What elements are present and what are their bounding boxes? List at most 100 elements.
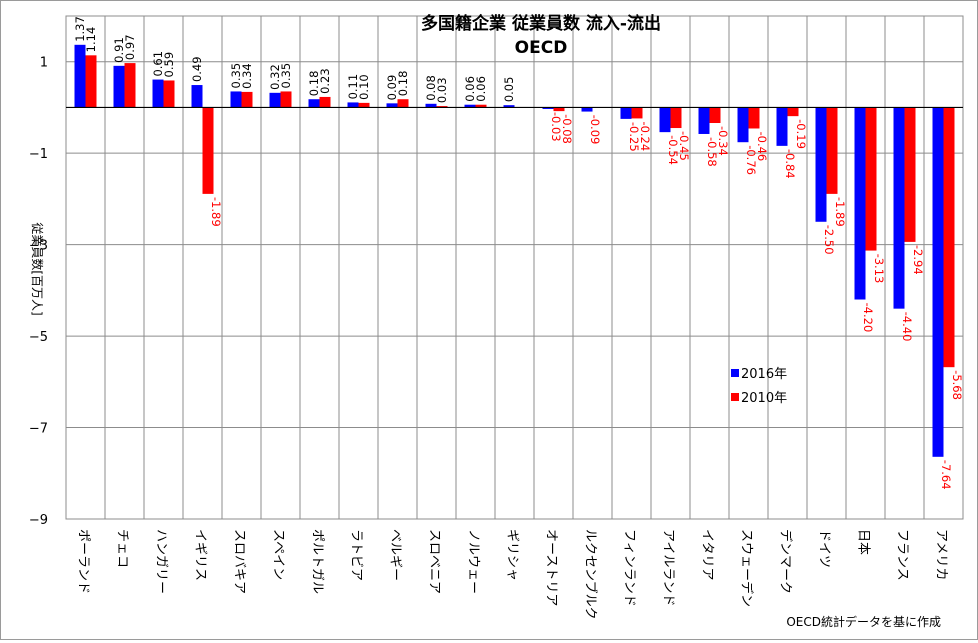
bar-series1 xyxy=(659,107,671,133)
data-label: -0.08 xyxy=(560,114,574,144)
data-label: -0.54 xyxy=(666,135,680,165)
data-label: -0.19 xyxy=(794,119,808,149)
data-label: -0.58 xyxy=(705,137,719,167)
data-label: 0.61 xyxy=(151,51,165,77)
data-label: -1.89 xyxy=(209,197,223,227)
bar-series2 xyxy=(709,107,721,124)
data-label: -0.24 xyxy=(638,121,652,151)
bar-series2 xyxy=(358,102,370,108)
bars xyxy=(74,44,955,457)
data-label: 0.34 xyxy=(240,63,254,89)
data-label: -4.20 xyxy=(861,303,875,333)
bar-series1 xyxy=(854,107,866,300)
y-axis-ticks: 1 −1 −3 −5 −7 −9 xyxy=(29,56,48,528)
data-label: 1.14 xyxy=(84,27,98,53)
bar-series1 xyxy=(152,79,164,108)
x-tick-label: ハンガリー xyxy=(154,529,169,594)
bar-series2 xyxy=(85,55,97,108)
bar-series1 xyxy=(230,91,242,108)
data-label: -0.09 xyxy=(588,115,602,145)
x-tick-label: イタリア xyxy=(700,529,715,580)
bar-series2 xyxy=(202,107,214,194)
data-label: 0.09 xyxy=(385,75,399,101)
data-label: 0.18 xyxy=(307,71,321,97)
data-label: -1.89 xyxy=(833,197,847,227)
x-tick-label: スウェーデン xyxy=(739,529,755,607)
bar-series2 xyxy=(826,107,838,194)
value-labels: 1.371.14 0.910.970.610.59 0.49-1.890.350.3… xyxy=(73,16,964,489)
y-tick-label: −9 xyxy=(29,513,48,528)
bar-series1 xyxy=(269,92,281,108)
x-tick-label: フィンランド xyxy=(622,529,637,607)
x-tick-label: スペイン xyxy=(271,529,286,580)
bar-series1 xyxy=(308,99,320,108)
x-tick-label: ドイツ xyxy=(817,529,832,568)
bar-series2 xyxy=(787,107,799,117)
data-label: -0.25 xyxy=(627,122,641,152)
legend: 2016年 2010年 xyxy=(731,367,787,406)
y-tick-label: −5 xyxy=(29,330,48,345)
y-tick-label: −7 xyxy=(29,422,48,437)
x-tick-label: スロバキア xyxy=(232,529,247,594)
y-axis-label: 従業員数[百万人] xyxy=(30,222,45,315)
bar-series1 xyxy=(542,107,554,109)
bar-series1 xyxy=(776,107,788,146)
bar-series2 xyxy=(319,96,331,108)
data-label: 0.06 xyxy=(474,76,488,102)
bar-series1 xyxy=(815,107,827,222)
legend-label: 2010年 xyxy=(741,391,787,406)
legend-swatch xyxy=(731,369,739,377)
data-label: -7.64 xyxy=(939,460,953,490)
data-label: 1.37 xyxy=(73,16,87,42)
x-tick-label: ラトビア xyxy=(349,529,364,581)
chart-subtitle: OECD xyxy=(515,38,568,58)
data-label: 0.03 xyxy=(435,77,449,103)
data-label: -0.45 xyxy=(677,131,691,161)
bar-series2 xyxy=(865,107,877,251)
data-label: 0.97 xyxy=(123,34,137,60)
x-tick-label: イギリス xyxy=(193,529,208,581)
legend-label: 2016年 xyxy=(741,367,787,382)
x-tick-label: アイルランド xyxy=(661,529,676,606)
data-label: 0.35 xyxy=(279,63,293,89)
x-tick-label: 日本 xyxy=(856,529,871,555)
x-tick-label: ポルトガル xyxy=(310,529,325,594)
bar-series2 xyxy=(241,91,253,108)
bar-series1 xyxy=(932,107,944,457)
bar-series2 xyxy=(748,107,760,129)
bar-series1 xyxy=(347,102,359,108)
data-label: -0.03 xyxy=(549,112,563,142)
data-label: 0.08 xyxy=(424,75,438,101)
bar-series1 xyxy=(74,44,86,108)
y-tick-label: −3 xyxy=(29,239,48,254)
data-label: 0.35 xyxy=(229,63,243,89)
data-label: -4.40 xyxy=(900,312,914,342)
data-label: 0.91 xyxy=(112,37,126,63)
bar-series2 xyxy=(163,80,175,108)
x-tick-label: ルクセンブルク xyxy=(583,529,599,620)
bar-series1 xyxy=(425,103,437,108)
source-note: OECD統計データを基に作成 xyxy=(786,614,941,629)
data-label: -0.34 xyxy=(716,126,730,156)
data-label: -0.46 xyxy=(755,131,769,161)
data-label: 0.23 xyxy=(318,68,332,94)
x-tick-label: デンマーク xyxy=(778,529,794,594)
x-tick-label: スロベニア xyxy=(427,529,442,594)
chart-title: 多国籍企業 従業員数 流入-流出 xyxy=(421,13,661,34)
bar-series1 xyxy=(581,107,593,112)
bar-series1 xyxy=(191,85,203,108)
bar-series1 xyxy=(620,107,632,119)
data-label: -0.84 xyxy=(783,149,797,179)
data-label: 0.59 xyxy=(162,52,176,78)
data-label: 0.10 xyxy=(357,74,371,100)
x-tick-label: ポーランド xyxy=(76,529,91,594)
bar-series2 xyxy=(436,106,448,108)
data-label: -2.50 xyxy=(822,225,836,255)
data-label: 0.05 xyxy=(502,77,516,103)
bar-series1 xyxy=(893,107,905,309)
x-tick-label: ベルギー xyxy=(388,529,403,581)
data-label: -3.13 xyxy=(872,254,886,284)
y-tick-label: −1 xyxy=(29,147,48,162)
